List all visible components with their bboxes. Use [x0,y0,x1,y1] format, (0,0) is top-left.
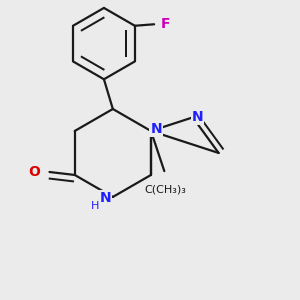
Text: N: N [192,110,203,124]
Text: N: N [100,191,111,206]
Text: F: F [161,17,170,31]
Text: C(CH₃)₃: C(CH₃)₃ [145,184,187,194]
Text: O: O [28,165,40,179]
Text: N: N [151,122,162,136]
Text: H: H [91,201,99,211]
